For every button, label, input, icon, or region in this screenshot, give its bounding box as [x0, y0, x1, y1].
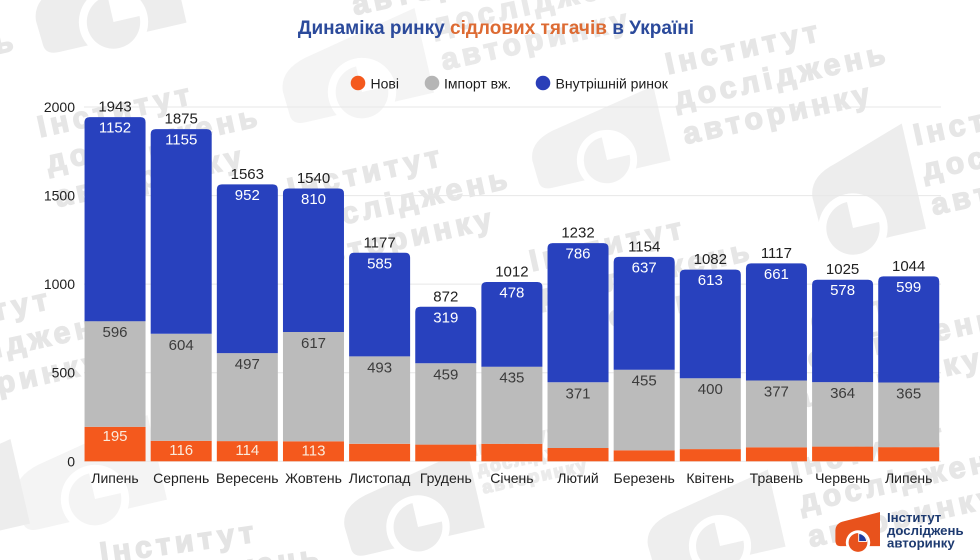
svg-text:1117: 1117 — [761, 245, 792, 262]
svg-text:Вересень: Вересень — [216, 470, 279, 486]
svg-text:599: 599 — [896, 279, 921, 296]
svg-text:578: 578 — [830, 282, 855, 299]
svg-text:952: 952 — [235, 187, 260, 204]
svg-text:478: 478 — [499, 285, 524, 302]
svg-text:371: 371 — [565, 385, 590, 402]
svg-text:Листопад: Листопад — [349, 470, 411, 486]
svg-text:455: 455 — [632, 373, 657, 390]
svg-text:Внутрішній ринок: Внутрішній ринок — [556, 76, 669, 92]
svg-text:Липень: Липень — [885, 470, 932, 486]
svg-text:1155: 1155 — [165, 132, 197, 149]
svg-text:1500: 1500 — [44, 188, 75, 204]
svg-text:авторинку: авторинку — [887, 536, 955, 551]
svg-text:195: 195 — [102, 428, 127, 445]
svg-text:1540: 1540 — [297, 170, 330, 187]
svg-text:872: 872 — [433, 288, 458, 305]
svg-text:Нові: Нові — [371, 76, 399, 92]
svg-text:досліджень: досліджень — [887, 523, 964, 538]
svg-text:810: 810 — [301, 191, 326, 208]
svg-text:400: 400 — [698, 381, 723, 398]
svg-text:1232: 1232 — [561, 225, 594, 242]
svg-text:1875: 1875 — [165, 111, 198, 128]
svg-text:435: 435 — [499, 370, 524, 387]
svg-text:1563: 1563 — [231, 166, 264, 183]
svg-text:617: 617 — [301, 335, 326, 352]
svg-text:Червень: Червень — [815, 470, 870, 486]
svg-text:500: 500 — [52, 365, 76, 381]
svg-text:604: 604 — [169, 337, 194, 354]
svg-text:1044: 1044 — [892, 258, 925, 275]
svg-text:585: 585 — [367, 255, 392, 272]
svg-text:596: 596 — [102, 324, 127, 341]
svg-text:319: 319 — [433, 309, 458, 326]
svg-text:786: 786 — [565, 246, 590, 263]
svg-text:Інститут: Інститут — [887, 510, 942, 525]
svg-text:365: 365 — [896, 386, 921, 403]
svg-text:Травень: Травень — [750, 470, 803, 486]
svg-text:1000: 1000 — [44, 276, 75, 292]
svg-text:613: 613 — [698, 272, 723, 289]
svg-text:459: 459 — [433, 366, 458, 383]
svg-text:Січень: Січень — [490, 470, 533, 486]
svg-text:493: 493 — [367, 359, 392, 376]
svg-text:Жовтень: Жовтень — [285, 470, 342, 486]
svg-text:1943: 1943 — [98, 99, 131, 116]
svg-text:1154: 1154 — [628, 238, 660, 255]
svg-text:Динаміка ринку сідлових тягачі: Динаміка ринку сідлових тягачів в Україн… — [298, 18, 694, 39]
svg-text:2000: 2000 — [44, 99, 75, 115]
svg-text:1082: 1082 — [694, 251, 727, 268]
svg-text:Лютий: Лютий — [557, 470, 598, 486]
svg-text:637: 637 — [632, 259, 657, 276]
svg-text:Березень: Березень — [614, 470, 675, 486]
svg-text:114: 114 — [235, 442, 259, 459]
svg-text:1177: 1177 — [363, 234, 395, 251]
svg-text:113: 113 — [302, 442, 326, 459]
svg-text:116: 116 — [169, 442, 193, 459]
svg-text:0: 0 — [67, 453, 75, 469]
svg-text:Липень: Липень — [91, 470, 138, 486]
svg-text:1152: 1152 — [99, 120, 131, 137]
svg-text:497: 497 — [235, 356, 260, 373]
svg-text:Квітень: Квітень — [686, 470, 734, 486]
svg-text:Імпорт вж.: Імпорт вж. — [444, 76, 511, 92]
svg-text:364: 364 — [830, 385, 855, 402]
svg-text:377: 377 — [764, 384, 789, 401]
svg-text:661: 661 — [764, 266, 789, 283]
svg-text:Серпень: Серпень — [153, 470, 209, 486]
svg-text:Грудень: Грудень — [420, 470, 472, 486]
svg-text:1025: 1025 — [826, 261, 859, 278]
svg-text:1012: 1012 — [495, 264, 528, 281]
